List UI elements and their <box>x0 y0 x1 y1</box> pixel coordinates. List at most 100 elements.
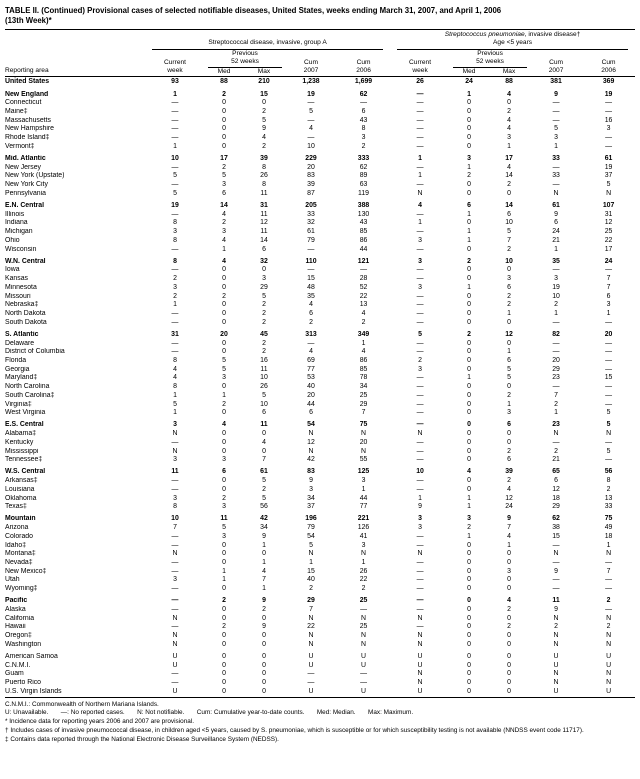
reporting-area-cell: Pennsylvania <box>5 189 46 197</box>
value-cell: 3 <box>606 301 611 309</box>
value-cell: 83 <box>307 468 315 476</box>
value-cell: — <box>552 99 560 107</box>
value-cell: 0 <box>222 283 226 291</box>
value-cell: 2 <box>262 485 266 493</box>
value-cell: 4 <box>418 202 422 210</box>
value-cell: 3 <box>418 515 422 523</box>
value-cell: 333 <box>357 155 370 163</box>
value-cell: U <box>417 653 423 660</box>
value-cell: 14 <box>505 202 513 210</box>
value-cell: 5 <box>309 108 313 116</box>
value-cell: 0 <box>222 632 226 640</box>
value-cell: — <box>416 116 424 124</box>
value-cell: 11 <box>220 515 228 523</box>
table-body: United States 93 88 210 1,238 1,699 26 24 88 381 3… <box>5 76 635 697</box>
value-cell: — <box>416 318 424 326</box>
value-cell: N <box>172 430 178 438</box>
value-cell: 24 <box>505 503 513 511</box>
value-cell: 4 <box>507 163 511 171</box>
value-cell: 3 <box>222 374 226 382</box>
col-header-cum-2007-a: Cum 2007 <box>285 49 337 77</box>
value-cell: 0 <box>222 309 226 317</box>
value-cell: — <box>552 339 560 347</box>
value-cell: 205 <box>305 202 317 210</box>
value-cell: 0 <box>507 558 511 566</box>
pneumo-title-rest: , invasive disease† <box>524 31 581 39</box>
value-cell: 11 <box>260 421 268 429</box>
value-cell: 2 <box>507 245 511 253</box>
value-cell: — <box>552 383 560 391</box>
value-cell: N <box>606 614 612 622</box>
value-cell: N <box>361 614 367 622</box>
value-cell: U <box>308 687 314 695</box>
reporting-area-cell: Maine‡ <box>5 108 28 116</box>
value-cell: 0 <box>467 438 471 446</box>
value-cell: — <box>416 485 424 493</box>
group-a-header: Streptococcal disease, invasive, group A <box>145 30 390 50</box>
value-cell: 12 <box>505 330 513 338</box>
footnotes: C.N.M.I.: Commonwealth of Northern Maria… <box>5 701 635 745</box>
reporting-area-cell: Arizona <box>5 524 29 532</box>
reporting-area-cell: Mountain <box>5 515 36 523</box>
value-cell: 3 <box>173 228 177 236</box>
value-cell: 54 <box>307 421 315 429</box>
table-row: Georgia 4 5 11 77 85 3 0 5 29 — <box>5 366 635 375</box>
table-row: California N 0 0 N N N 0 0 N N <box>5 615 635 624</box>
value-cell: 3 <box>507 567 511 575</box>
value-cell: 4 <box>507 90 511 98</box>
value-cell: N <box>172 632 178 640</box>
reporting-area-cell: Arkansas‡ <box>5 477 38 485</box>
value-cell: — <box>416 339 424 347</box>
value-cell: N <box>172 614 178 622</box>
table-row: S. Atlantic 31 20 45 313 349 5 2 12 82 20 <box>5 331 635 340</box>
value-cell: 3 <box>418 365 422 373</box>
value-cell: 6 <box>309 409 313 417</box>
reporting-area-cell: Vermont‡ <box>5 142 35 150</box>
value-cell: 0 <box>507 670 511 678</box>
value-cell: — <box>416 409 424 417</box>
reporting-area-cell: Colorado <box>5 532 33 540</box>
value-cell: 5 <box>507 228 511 236</box>
value-cell: 0 <box>222 318 226 326</box>
reporting-area-cell: Delaware <box>5 339 35 347</box>
table-row: Arizona 7 5 34 79 126 3 2 7 38 49 <box>5 524 635 533</box>
value-cell: 5 <box>262 477 266 485</box>
value-cell: 33 <box>604 503 613 511</box>
value-cell: N <box>606 632 612 640</box>
value-cell: 10 <box>171 515 179 523</box>
reporting-area-cell: Oklahoma <box>5 494 37 502</box>
value-cell: 1 <box>467 236 471 244</box>
value-cell: — <box>605 391 612 399</box>
reporting-area-cell: Alabama‡ <box>5 430 37 438</box>
value-cell: 21 <box>552 236 560 244</box>
reporting-area-cell: District of Columbia <box>5 348 65 356</box>
reporting-area-cell: South Carolina‡ <box>5 391 55 399</box>
value-cell: 0 <box>467 679 471 687</box>
value-cell: 33 <box>552 172 560 180</box>
value-cell: — <box>416 623 424 631</box>
value-cell: — <box>416 292 424 300</box>
table-row: Colorado — 3 9 54 41 — 1 4 15 18 <box>5 533 635 542</box>
value-cell: N <box>606 679 612 687</box>
value-cell: N <box>308 550 314 558</box>
value-cell: 4 <box>507 597 511 605</box>
table-row: Maine‡ — 0 2 5 6 — 0 2 — — <box>5 108 635 117</box>
value-cell: 5 <box>606 421 611 429</box>
value-cell: 0 <box>507 550 511 558</box>
reporting-area-cell: New York City <box>5 181 48 189</box>
value-cell: 3 <box>606 125 611 133</box>
value-cell: 9 <box>507 515 511 523</box>
value-cell: 15 <box>260 90 268 98</box>
value-cell: 56 <box>604 468 613 476</box>
col-header-current-week-a: Current week <box>145 49 205 77</box>
value-cell: 3 <box>173 494 177 502</box>
value-cell: 1 <box>467 210 471 218</box>
value-cell: 4 <box>262 567 266 575</box>
value-cell: N <box>417 550 423 558</box>
value-cell: 0 <box>222 438 226 446</box>
value-cell: 20 <box>307 163 315 171</box>
value-cell: N <box>172 640 178 648</box>
value-cell: 24 <box>604 257 613 265</box>
value-cell: 2 <box>554 400 558 408</box>
value-cell: 1,699 <box>354 78 373 86</box>
